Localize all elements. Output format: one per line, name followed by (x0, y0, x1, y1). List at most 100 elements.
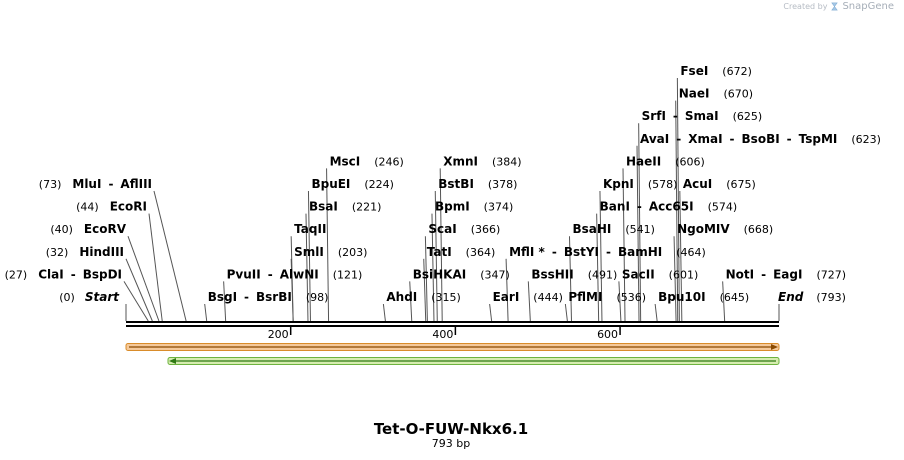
enzyme-name[interactable]: EcoRV (84, 222, 127, 236)
enzyme-name[interactable]: BanI (600, 200, 630, 214)
enzyme-labels: BsgI - BsrBI (98)PvuII - AlwNI (121)SmlI (203)T… (5, 64, 881, 304)
enzyme-name[interactable]: BsoBI (742, 132, 780, 146)
enzyme-name[interactable]: BspDI (83, 267, 122, 281)
snapgene-logo-icon (831, 2, 839, 11)
enzyme-position: (623) (851, 133, 881, 146)
site-leader-line (527, 281, 531, 322)
site-leader-line (326, 168, 330, 322)
enzyme-name[interactable]: MscI (330, 154, 361, 168)
enzyme-name[interactable]: Bpu10I (658, 290, 705, 304)
enzyme-name[interactable]: BsaI (309, 200, 338, 214)
site-leader-line (431, 213, 435, 322)
ruler-tick-label: 400 (432, 328, 453, 341)
enzyme-name[interactable]: HaeII (626, 154, 661, 168)
enzyme-name[interactable]: PvuII (227, 267, 261, 281)
enzyme-separator: - (676, 132, 681, 146)
enzyme-name[interactable]: FseI (680, 64, 708, 78)
enzyme-name[interactable]: SacII (622, 267, 655, 281)
enzyme-name[interactable]: SmaI (685, 109, 719, 123)
enzyme-separator: - (268, 267, 273, 281)
enzyme-name[interactable]: SrfI (642, 109, 666, 123)
enzyme-separator: - (71, 267, 76, 281)
enzyme-name[interactable]: PflMI (568, 290, 602, 304)
enzyme-name[interactable]: TspMI (799, 132, 838, 146)
enzyme-position: (98) (306, 291, 329, 304)
enzyme-position: (574) (708, 201, 738, 214)
enzyme-name[interactable]: AvaI (640, 132, 669, 146)
enzyme-name[interactable]: BsiHKAI (413, 267, 467, 281)
enzyme-name[interactable]: BpmI (435, 200, 470, 214)
enzyme-name[interactable]: AcuI (683, 177, 712, 191)
enzyme-separator: - (761, 267, 766, 281)
enzyme-name[interactable]: NotI (726, 267, 755, 281)
enzyme-name[interactable]: BsaHI (572, 222, 611, 236)
feature-track (125, 343, 780, 365)
enzyme-name[interactable]: SmlI (294, 245, 324, 259)
enzyme-name[interactable]: EarI (493, 290, 520, 304)
enzyme-name[interactable]: NgoMIV (677, 222, 730, 236)
enzyme-position: (246) (374, 155, 404, 168)
enzyme-position: (675) (726, 178, 756, 191)
enzyme-name[interactable]: HindIII (79, 245, 124, 259)
enzyme-name[interactable]: MluI (72, 177, 101, 191)
enzyme-position: (374) (484, 201, 514, 214)
end-label: End (778, 290, 804, 304)
enzyme-name[interactable]: BsrBI (256, 290, 292, 304)
ruler-tick-label: 600 (597, 328, 618, 341)
enzyme-position: (601) (669, 268, 699, 281)
enzyme-name[interactable]: ClaI (38, 267, 63, 281)
credit-prefix: Created by (783, 2, 828, 11)
enzyme-name[interactable]: XmnI (443, 154, 478, 168)
sequence-length-label: 793 bp (431, 437, 471, 450)
enzyme-name[interactable]: BamHI (618, 245, 662, 259)
site-leader-line (290, 236, 294, 322)
enzyme-separator: - (606, 245, 611, 259)
enzyme-position: (221) (352, 201, 382, 214)
enzyme-separator: - (787, 132, 792, 146)
enzyme-position: (672) (722, 65, 752, 78)
enzyme-position: (347) (480, 268, 510, 281)
enzyme-position: (668) (744, 223, 774, 236)
enzyme-name[interactable]: BstYI (564, 245, 599, 259)
enzyme-name[interactable]: BpuEI (311, 177, 350, 191)
enzyme-name[interactable]: NaeI (679, 87, 710, 101)
enzyme-name[interactable]: TaqII (294, 222, 326, 236)
enzyme-name[interactable]: EagI (773, 267, 802, 281)
enzyme-name[interactable]: Acc65I (649, 200, 694, 214)
enzyme-name[interactable]: AflIII (120, 177, 152, 191)
site-leader-line (636, 145, 640, 322)
enzyme-name[interactable]: XmaI (688, 132, 722, 146)
site-leader-line (307, 190, 311, 322)
enzyme-name[interactable]: BssHII (531, 267, 573, 281)
site-leader-line (153, 190, 187, 322)
enzyme-position: (32) (46, 246, 69, 259)
site-leader-line (424, 236, 428, 322)
green-feature-arrow-head (168, 358, 176, 364)
enzyme-position: (364) (466, 246, 496, 259)
enzyme-name[interactable]: EcoRI (110, 200, 147, 214)
site-leader-line (675, 100, 679, 322)
site-leader-line (722, 281, 726, 322)
snapgene-credit[interactable]: Created by SnapGene (783, 1, 894, 12)
enzyme-position: (444) (533, 291, 563, 304)
credit-brand: SnapGene (842, 1, 894, 12)
enzyme-name[interactable]: KpnI (603, 177, 634, 191)
enzyme-name[interactable]: AlwNI (280, 267, 319, 281)
enzyme-name[interactable]: MflI * (509, 245, 545, 259)
site-leader-line (204, 303, 208, 322)
enzyme-position: (224) (364, 178, 394, 191)
enzyme-name[interactable]: TatI (427, 245, 452, 259)
enzyme-name[interactable]: BsgI (208, 290, 237, 304)
site-leader-line (564, 303, 568, 322)
enzyme-name[interactable]: AhdI (386, 290, 417, 304)
enzyme-separator: - (552, 245, 557, 259)
enzyme-name[interactable]: ScaI (428, 222, 456, 236)
position-ruler: 200 400 600 (268, 326, 621, 341)
enzyme-position: (121) (333, 268, 363, 281)
start-position: (0) (59, 291, 75, 304)
enzyme-name[interactable]: BstBI (438, 177, 474, 191)
site-leader-lines (123, 77, 780, 322)
site-leader-line (434, 190, 438, 322)
site-leader-line (123, 281, 149, 322)
